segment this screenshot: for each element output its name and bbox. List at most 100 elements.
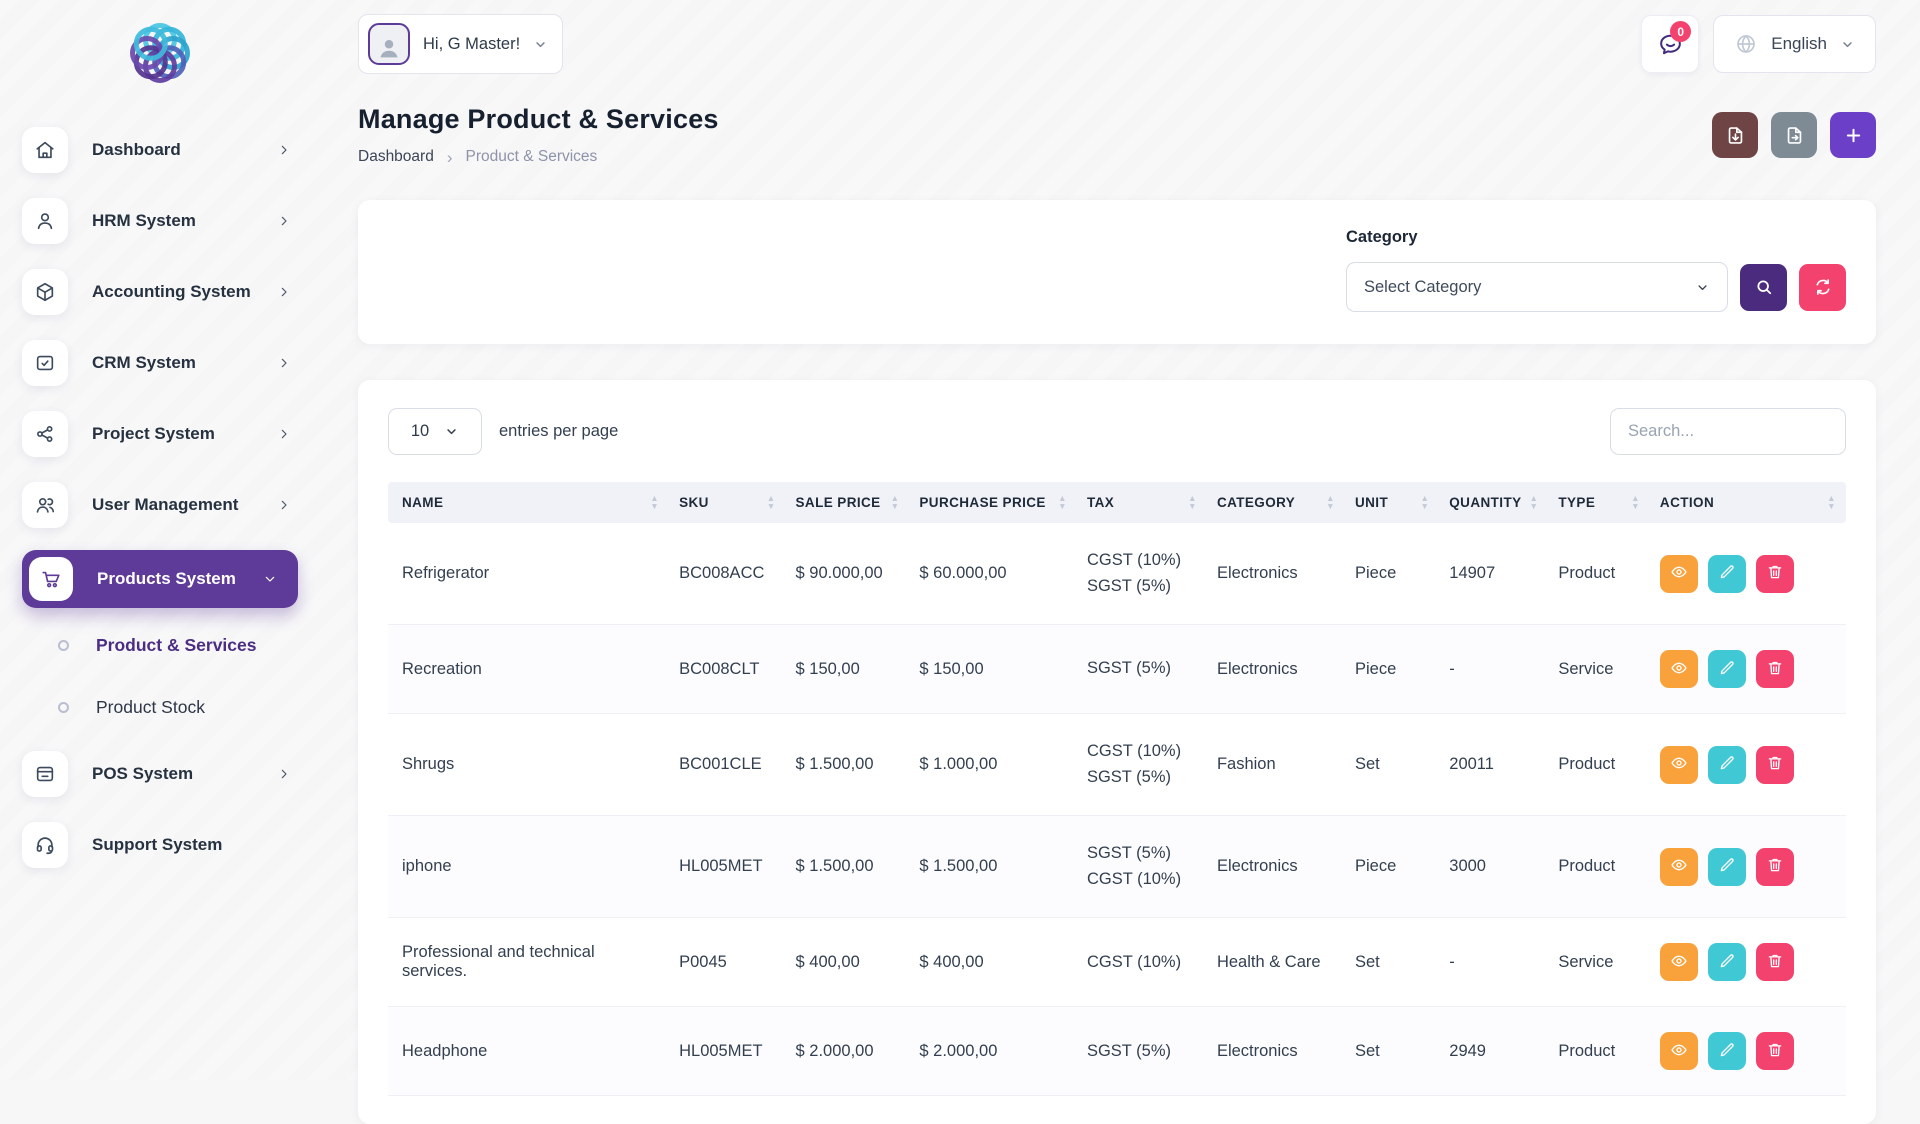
edit-button[interactable] [1707, 745, 1746, 784]
cell-unit: Piece [1344, 624, 1440, 715]
sidebar-item-products-system[interactable]: Products System [22, 550, 298, 608]
sidebar-subitem-product-services[interactable]: Product & Services [22, 614, 320, 676]
user-menu-button[interactable]: Hi, G Master! [358, 14, 564, 74]
sidebar-nav: Dashboard HRM System Accounting System CRM … [22, 114, 320, 880]
breadcrumb-current: Product & Services [465, 148, 598, 165]
bullet-circle-icon [58, 639, 69, 651]
avatar [368, 23, 410, 65]
cell-sale_price: $ 1.500,00 [785, 713, 910, 817]
eye-icon [1670, 754, 1688, 775]
table-search-input[interactable] [1610, 408, 1846, 455]
import-button[interactable] [1712, 112, 1758, 158]
view-button[interactable] [1659, 1032, 1698, 1071]
sort-arrows-icon[interactable]: ▲ ▼ [1631, 493, 1640, 511]
sort-arrows-icon[interactable]: ▲ ▼ [766, 493, 776, 511]
cell-action [1649, 624, 1846, 715]
cell-sku: BC008ACC [669, 523, 786, 626]
sidebar-item-user-management[interactable]: User Management [22, 469, 320, 540]
cell-purchase_price: $ 1.000,00 [909, 713, 1077, 817]
chevron-right-icon [276, 497, 292, 513]
breadcrumb-dashboard-link[interactable]: Dashboard [358, 148, 434, 165]
column-header-tax[interactable]: TAX ▲ ▼ [1076, 482, 1207, 523]
cell-sale_price: $ 90.000,00 [785, 523, 910, 626]
page-title: Manage Product & Services [358, 104, 719, 134]
column-header-category[interactable]: CATEGORY ▲ ▼ [1206, 482, 1345, 523]
crm-icon [22, 339, 68, 386]
edit-button[interactable] [1707, 650, 1746, 689]
plus-icon [1846, 128, 1860, 142]
sort-arrows-icon[interactable]: ▲ ▼ [1827, 493, 1836, 511]
sidebar-item-support-system[interactable]: Support System [22, 809, 320, 880]
sidebar-item-crm-system[interactable]: CRM System [22, 327, 320, 398]
sidebar-item-accounting-system[interactable]: Accounting System [22, 256, 320, 327]
sort-arrows-icon[interactable]: ▲ ▼ [1188, 493, 1197, 511]
sidebar-item-pos-system[interactable]: POS System [22, 738, 320, 809]
apply-filter-button[interactable] [1740, 263, 1787, 311]
delete-button[interactable] [1755, 943, 1794, 982]
sidebar-item-hrm-system[interactable]: HRM System [22, 185, 320, 256]
export-button[interactable] [1771, 112, 1817, 158]
entries-per-page-select[interactable]: 10 [388, 408, 482, 455]
sort-arrows-icon[interactable]: ▲ ▼ [890, 493, 900, 511]
column-header-quantity[interactable]: QUANTITY ▲ ▼ [1439, 482, 1549, 523]
edit-button[interactable] [1707, 847, 1746, 886]
sort-arrows-icon[interactable]: ▲ ▼ [1420, 493, 1430, 511]
cell-quantity: 20011 [1439, 713, 1549, 817]
view-button[interactable] [1659, 650, 1698, 689]
sort-arrows-icon[interactable]: ▲ ▼ [1058, 493, 1067, 511]
delete-button[interactable] [1755, 650, 1794, 689]
chevron-right-icon [276, 142, 292, 158]
column-header-name[interactable]: NAME ▲ ▼ [388, 482, 670, 523]
cell-type: Product [1548, 1006, 1650, 1097]
sidebar-item-label: Accounting System [92, 281, 251, 301]
category-select[interactable]: Select Category [1346, 262, 1728, 312]
column-header-action[interactable]: ACTION ▲ ▼ [1649, 482, 1846, 523]
edit-button[interactable] [1707, 554, 1746, 593]
add-product-button[interactable] [1830, 112, 1876, 158]
column-header-purchase_price[interactable]: PURCHASE PRICE ▲ ▼ [909, 482, 1077, 523]
cell-action [1649, 713, 1846, 817]
globe-icon [1734, 32, 1758, 56]
column-header-sku[interactable]: SKU ▲ ▼ [669, 482, 786, 523]
column-label: TAX [1086, 495, 1115, 510]
sort-arrows-icon[interactable]: ▲ ▼ [1326, 493, 1335, 511]
refresh-icon [1816, 279, 1829, 295]
bullet-circle-icon [58, 701, 69, 713]
sort-arrows-icon[interactable]: ▲ ▼ [650, 493, 660, 511]
delete-button[interactable] [1755, 847, 1794, 886]
table-row: Headphone HL005MET $ 2.000,00 $ 2.000,00 SGS… [388, 1006, 1846, 1097]
sidebar-subitem-label: Product & Services [96, 634, 257, 655]
pencil-icon [1718, 659, 1736, 680]
brand-logo[interactable] [22, 14, 320, 114]
table-row: Refrigerator BC008ACC $ 90.000,00 $ 60.000,… [388, 523, 1846, 626]
cell-unit: Set [1344, 917, 1440, 1008]
sidebar-subitem-product-stock[interactable]: Product Stock [22, 676, 320, 738]
cell-unit: Piece [1344, 523, 1440, 626]
chevron-right-icon [276, 766, 292, 782]
delete-button[interactable] [1755, 745, 1794, 784]
pencil-icon [1718, 952, 1736, 973]
pencil-icon [1718, 563, 1736, 584]
sort-arrows-icon[interactable]: ▲ ▼ [1529, 493, 1539, 511]
cell-quantity: 2949 [1439, 1006, 1549, 1097]
edit-button[interactable] [1707, 943, 1746, 982]
cell-purchase_price: $ 60.000,00 [909, 523, 1077, 626]
view-button[interactable] [1659, 943, 1698, 982]
delete-button[interactable] [1755, 554, 1794, 593]
delete-button[interactable] [1755, 1032, 1794, 1071]
reset-filter-button[interactable] [1799, 263, 1846, 311]
column-header-type[interactable]: TYPE ▲ ▼ [1548, 482, 1650, 523]
search-icon [1756, 280, 1771, 295]
column-header-unit[interactable]: UNIT ▲ ▼ [1344, 482, 1440, 523]
view-button[interactable] [1659, 847, 1698, 886]
messages-button[interactable]: 0 [1641, 15, 1700, 73]
trash-icon [1766, 1041, 1784, 1062]
column-header-sale_price[interactable]: SALE PRICE ▲ ▼ [785, 482, 910, 523]
view-button[interactable] [1659, 745, 1698, 784]
view-button[interactable] [1659, 554, 1698, 593]
sidebar-item-dashboard[interactable]: Dashboard [22, 114, 320, 185]
edit-button[interactable] [1707, 1032, 1746, 1071]
cell-tax: SGST (5%) [1076, 624, 1207, 715]
language-selector[interactable]: English [1713, 15, 1876, 73]
sidebar-item-project-system[interactable]: Project System [22, 398, 320, 469]
